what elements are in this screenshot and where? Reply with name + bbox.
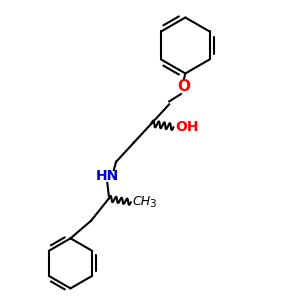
Text: CH: CH [132, 195, 151, 208]
Text: 3: 3 [149, 199, 156, 209]
Text: OH: OH [175, 120, 199, 134]
Text: O: O [177, 79, 190, 94]
Text: HN: HN [96, 169, 119, 184]
